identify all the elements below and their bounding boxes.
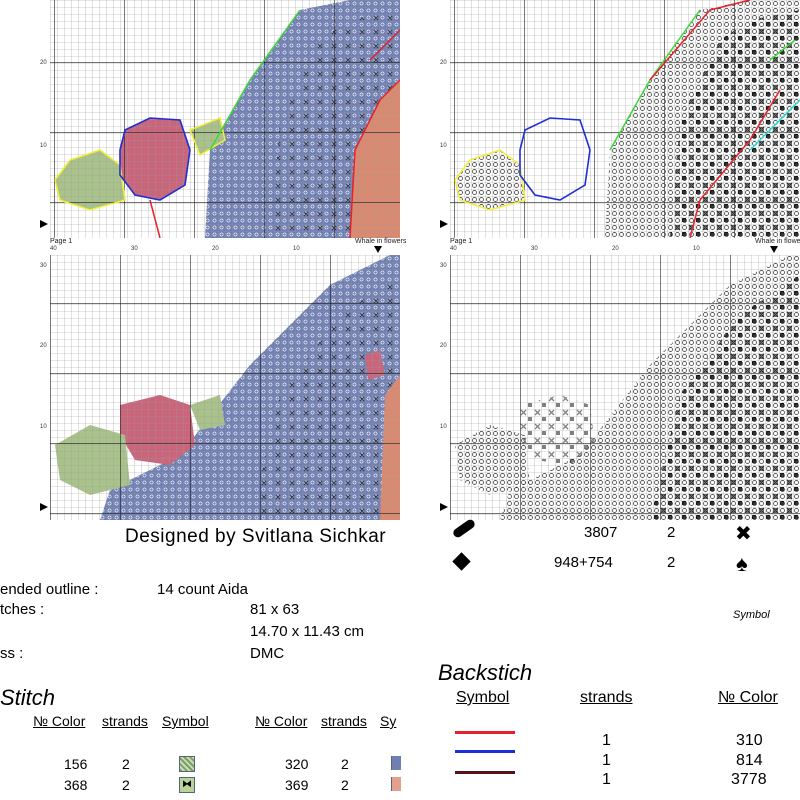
col-header-strands: strands [321,713,367,729]
x-mark-icon: ✖ [735,523,752,545]
designer-credit: Designed by Svitlana Sichkar [125,526,387,547]
col-header-symbol: Symbol [162,713,209,729]
chart-bottom-left [50,255,400,520]
axis-x-label: 20 [612,246,619,252]
symbol-caption: Symbol [733,609,770,621]
thread-color-number: 369 [285,777,309,793]
page-label-right: Whale in flowers [755,238,800,245]
col-marker-arrow-icon [374,246,382,253]
page-label: Page 1 [50,238,73,245]
thread-strands: 2 [341,777,349,793]
thread-color-number: 948+754 [554,554,613,571]
page-label: Page 1 [450,238,473,245]
col-header-strands: strands [580,689,633,706]
axis-y-label: 20 [440,60,447,66]
symbol-chart-svg [450,0,800,238]
thread-strands: 2 [122,777,130,793]
chart-top-left [50,0,400,238]
thread-strands: 1 [602,752,611,769]
thread-strands: 1 [602,732,611,749]
stitch-swatch-icon [391,756,401,770]
backstitch-line-red [455,731,515,734]
symbol-chart-top [450,0,800,238]
color-chart-svg [50,0,400,238]
size-value: 14.70 x 11.43 cm [250,623,364,640]
col-header-color: № Color [33,713,86,729]
axis-x-label: 10 [293,246,300,252]
axis-y-label: 10 [40,143,47,149]
axis-x-label: 20 [212,246,219,252]
thread-color-number: 3807 [584,524,618,541]
spade-icon: ♠ [736,551,748,576]
axis-y-label: 20 [440,343,447,349]
thread-color-number: 310 [736,732,763,749]
row-marker-arrow-icon [440,503,448,511]
row-marker-arrow-icon [40,503,48,511]
thread-color-number: 814 [736,752,763,769]
symbol-chart-bottom [450,255,800,520]
col-header-symbol: Symbol [456,689,510,706]
backstitch-line-dark [455,771,515,774]
stitch-swatch-icon [179,756,195,772]
cross-stitch-title: Stitch [0,685,56,710]
axis-y-label: 20 [40,343,47,349]
row-marker-arrow-icon [440,220,448,228]
stitches-label: tches : [0,601,45,618]
thread-label: ss : [0,645,24,662]
thread-value: DMC [250,645,285,662]
outline-label: ended outline : [0,581,99,598]
axis-x-label: 10 [693,246,700,252]
pill-icon [451,517,477,540]
symbol-chart-lower-svg [450,255,800,520]
col-header-color: № Color [255,713,308,729]
axis-y-label: 20 [40,60,47,66]
canvas-value: 14 count Aida [157,581,248,598]
axis-y-label: 30 [440,263,447,269]
thread-strands: 2 [667,554,676,571]
backstitch-line-blue [455,750,515,753]
stitch-swatch-icon: ⧓ [179,777,195,793]
diamond-icon [452,552,471,571]
thread-color-number: 368 [64,777,88,793]
axis-y-label: 10 [440,143,447,149]
thread-strands: 2 [341,756,349,772]
col-header-symbol: Sy [380,713,397,729]
axis-x-label: 40 [450,246,457,252]
color-chart-lower-svg [50,255,400,520]
col-header-color: № Color [718,689,778,706]
page-label-right: Whale in flowers [355,238,407,245]
axis-x-label: 40 [50,246,57,252]
row-marker-arrow-icon [40,220,48,228]
thread-strands: 1 [602,771,611,788]
backstitch-title: Backstich [438,660,533,685]
stitch-swatch-icon [391,777,401,791]
axis-y-label: 30 [40,263,47,269]
axis-x-label: 30 [131,246,138,252]
thread-color-number: 320 [285,756,309,772]
thread-strands: 2 [667,524,676,541]
col-header-strands: strands [102,713,148,729]
axis-y-label: 10 [40,424,47,430]
stitches-value: 81 x 63 [250,601,300,618]
col-marker-arrow-icon [770,246,778,253]
thread-color-number: 3778 [731,771,767,788]
axis-y-label: 10 [440,424,447,430]
thread-color-number: 156 [64,756,88,772]
axis-x-label: 30 [531,246,538,252]
thread-strands: 2 [122,756,130,772]
